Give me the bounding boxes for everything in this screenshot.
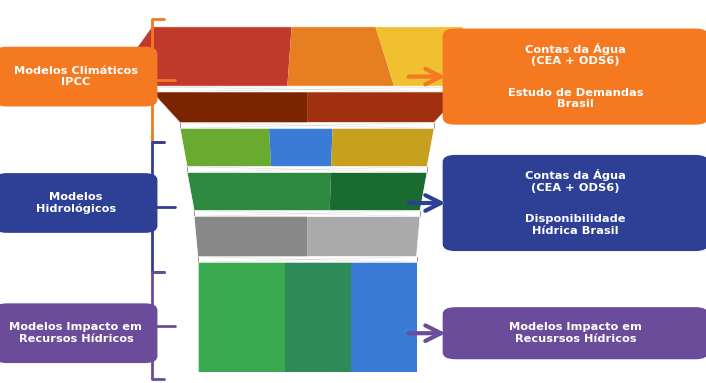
Text: Modelos Climáticos
IPCC: Modelos Climáticos IPCC — [14, 66, 138, 87]
Polygon shape — [307, 92, 462, 123]
Polygon shape — [287, 27, 394, 86]
Polygon shape — [187, 172, 331, 211]
Text: Modelos Impacto em
Recusrsos Hídricos: Modelos Impacto em Recusrsos Hídricos — [509, 322, 642, 344]
Polygon shape — [307, 216, 420, 257]
FancyBboxPatch shape — [0, 47, 157, 106]
Polygon shape — [180, 128, 271, 167]
Polygon shape — [194, 216, 307, 257]
FancyBboxPatch shape — [0, 303, 157, 363]
Text: Disponibilidade
Hídrica Brasil: Disponibilidade Hídrica Brasil — [525, 214, 626, 236]
Polygon shape — [109, 27, 292, 86]
FancyBboxPatch shape — [443, 73, 706, 124]
Text: Contas da Água
(CEA + ODS6): Contas da Água (CEA + ODS6) — [525, 169, 626, 193]
FancyBboxPatch shape — [0, 173, 157, 233]
Polygon shape — [331, 128, 434, 167]
Text: Contas da Água
(CEA + ODS6): Contas da Água (CEA + ODS6) — [525, 43, 626, 66]
FancyBboxPatch shape — [443, 307, 706, 359]
FancyBboxPatch shape — [443, 199, 706, 251]
FancyBboxPatch shape — [443, 28, 706, 80]
Polygon shape — [376, 27, 505, 86]
Text: Estudo de Demandas
Brasil: Estudo de Demandas Brasil — [508, 88, 643, 110]
Polygon shape — [330, 172, 427, 211]
Text: Modelos
Hidrológicos: Modelos Hidrológicos — [36, 192, 116, 214]
Polygon shape — [198, 262, 285, 372]
Polygon shape — [285, 262, 351, 372]
Polygon shape — [152, 92, 307, 123]
Polygon shape — [269, 128, 333, 167]
Polygon shape — [351, 262, 417, 372]
FancyBboxPatch shape — [443, 155, 706, 207]
Text: Modelos Impacto em
Recursos Hídricos: Modelos Impacto em Recursos Hídricos — [9, 322, 143, 344]
